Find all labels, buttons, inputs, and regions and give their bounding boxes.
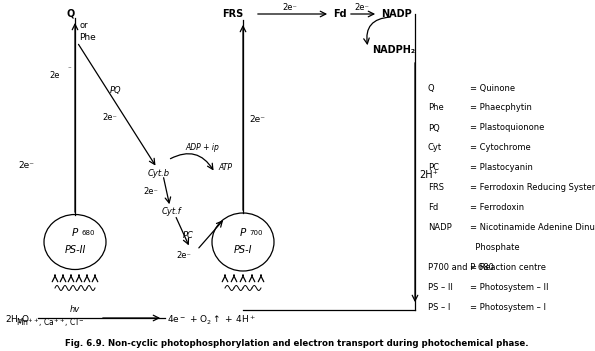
Text: 4e$^-$ + O$_2\uparrow$ + 4H$^+$: 4e$^-$ + O$_2\uparrow$ + 4H$^+$ bbox=[167, 313, 256, 326]
Text: = Plastoquionone: = Plastoquionone bbox=[470, 124, 544, 132]
Text: P: P bbox=[240, 228, 246, 238]
Text: ADP + ip: ADP + ip bbox=[185, 144, 219, 152]
Text: = Phaecphytin: = Phaecphytin bbox=[470, 104, 532, 113]
Text: 2e⁻: 2e⁻ bbox=[249, 115, 265, 125]
Text: PQ: PQ bbox=[428, 124, 440, 132]
Text: P700 and P 680: P700 and P 680 bbox=[428, 264, 494, 272]
Text: Phe: Phe bbox=[428, 104, 444, 113]
Text: PS-I: PS-I bbox=[234, 245, 252, 255]
Text: = Cytochrome: = Cytochrome bbox=[470, 144, 531, 152]
Text: = Photosystem – I: = Photosystem – I bbox=[470, 304, 546, 312]
Text: PC: PC bbox=[428, 164, 439, 172]
Text: ATP: ATP bbox=[218, 164, 232, 172]
Text: Cyt.b: Cyt.b bbox=[148, 168, 170, 178]
Text: or: or bbox=[79, 20, 87, 29]
Text: NADP: NADP bbox=[381, 9, 412, 19]
Text: FRS: FRS bbox=[223, 9, 243, 19]
Text: 2e⁻: 2e⁻ bbox=[102, 113, 117, 122]
Text: P: P bbox=[72, 228, 78, 238]
Text: 700: 700 bbox=[249, 230, 262, 236]
Text: Mn$^{++}$, Ca$^{++}$, Cl$^-$: Mn$^{++}$, Ca$^{++}$, Cl$^-$ bbox=[16, 317, 84, 329]
Text: 2H⁺: 2H⁺ bbox=[419, 170, 438, 180]
Text: = Ferrodoxin Reducing System: = Ferrodoxin Reducing System bbox=[470, 184, 595, 192]
Text: ⁻: ⁻ bbox=[68, 66, 72, 72]
Text: Phosphate: Phosphate bbox=[470, 244, 519, 252]
Text: PS – I: PS – I bbox=[428, 304, 450, 312]
Text: = Ferrodoxin: = Ferrodoxin bbox=[470, 204, 524, 212]
Text: = Quinone: = Quinone bbox=[470, 84, 515, 93]
Text: 2e⁻: 2e⁻ bbox=[18, 160, 34, 170]
Text: Q: Q bbox=[428, 84, 434, 93]
Text: Q: Q bbox=[67, 8, 75, 18]
Text: = Plastocyanin: = Plastocyanin bbox=[470, 164, 533, 172]
Text: Cyt.f: Cyt.f bbox=[162, 207, 181, 217]
Text: PS-II: PS-II bbox=[64, 245, 86, 255]
Text: PS – II: PS – II bbox=[428, 284, 453, 292]
Text: = Reaction centre: = Reaction centre bbox=[470, 264, 546, 272]
Text: Fig. 6.9. Non-cyclic photophosphorylation and electron transport during photoche: Fig. 6.9. Non-cyclic photophosphorylatio… bbox=[65, 339, 529, 349]
Text: 2H$_2$O: 2H$_2$O bbox=[5, 314, 30, 326]
Text: 680: 680 bbox=[81, 230, 95, 236]
Text: = Photosystem – II: = Photosystem – II bbox=[470, 284, 549, 292]
Text: Phe: Phe bbox=[79, 33, 96, 41]
Text: hv: hv bbox=[70, 305, 80, 314]
Text: Cyt: Cyt bbox=[428, 144, 442, 152]
Text: = Nicotinamide Adenine Dinucleotide: = Nicotinamide Adenine Dinucleotide bbox=[470, 224, 595, 232]
Text: FRS: FRS bbox=[428, 184, 444, 192]
Text: 2e⁻: 2e⁻ bbox=[176, 251, 191, 259]
Text: NADP: NADP bbox=[428, 224, 452, 232]
Text: Fd: Fd bbox=[333, 9, 347, 19]
Text: PQ: PQ bbox=[110, 86, 121, 94]
Text: 2e⁻: 2e⁻ bbox=[143, 187, 158, 197]
Text: 2e⁻: 2e⁻ bbox=[355, 2, 369, 12]
Text: 2e: 2e bbox=[49, 71, 60, 79]
Text: PC: PC bbox=[183, 232, 194, 240]
Text: 2e⁻: 2e⁻ bbox=[283, 2, 298, 12]
Text: Fd: Fd bbox=[428, 204, 439, 212]
Text: NADPH₂: NADPH₂ bbox=[372, 45, 415, 55]
